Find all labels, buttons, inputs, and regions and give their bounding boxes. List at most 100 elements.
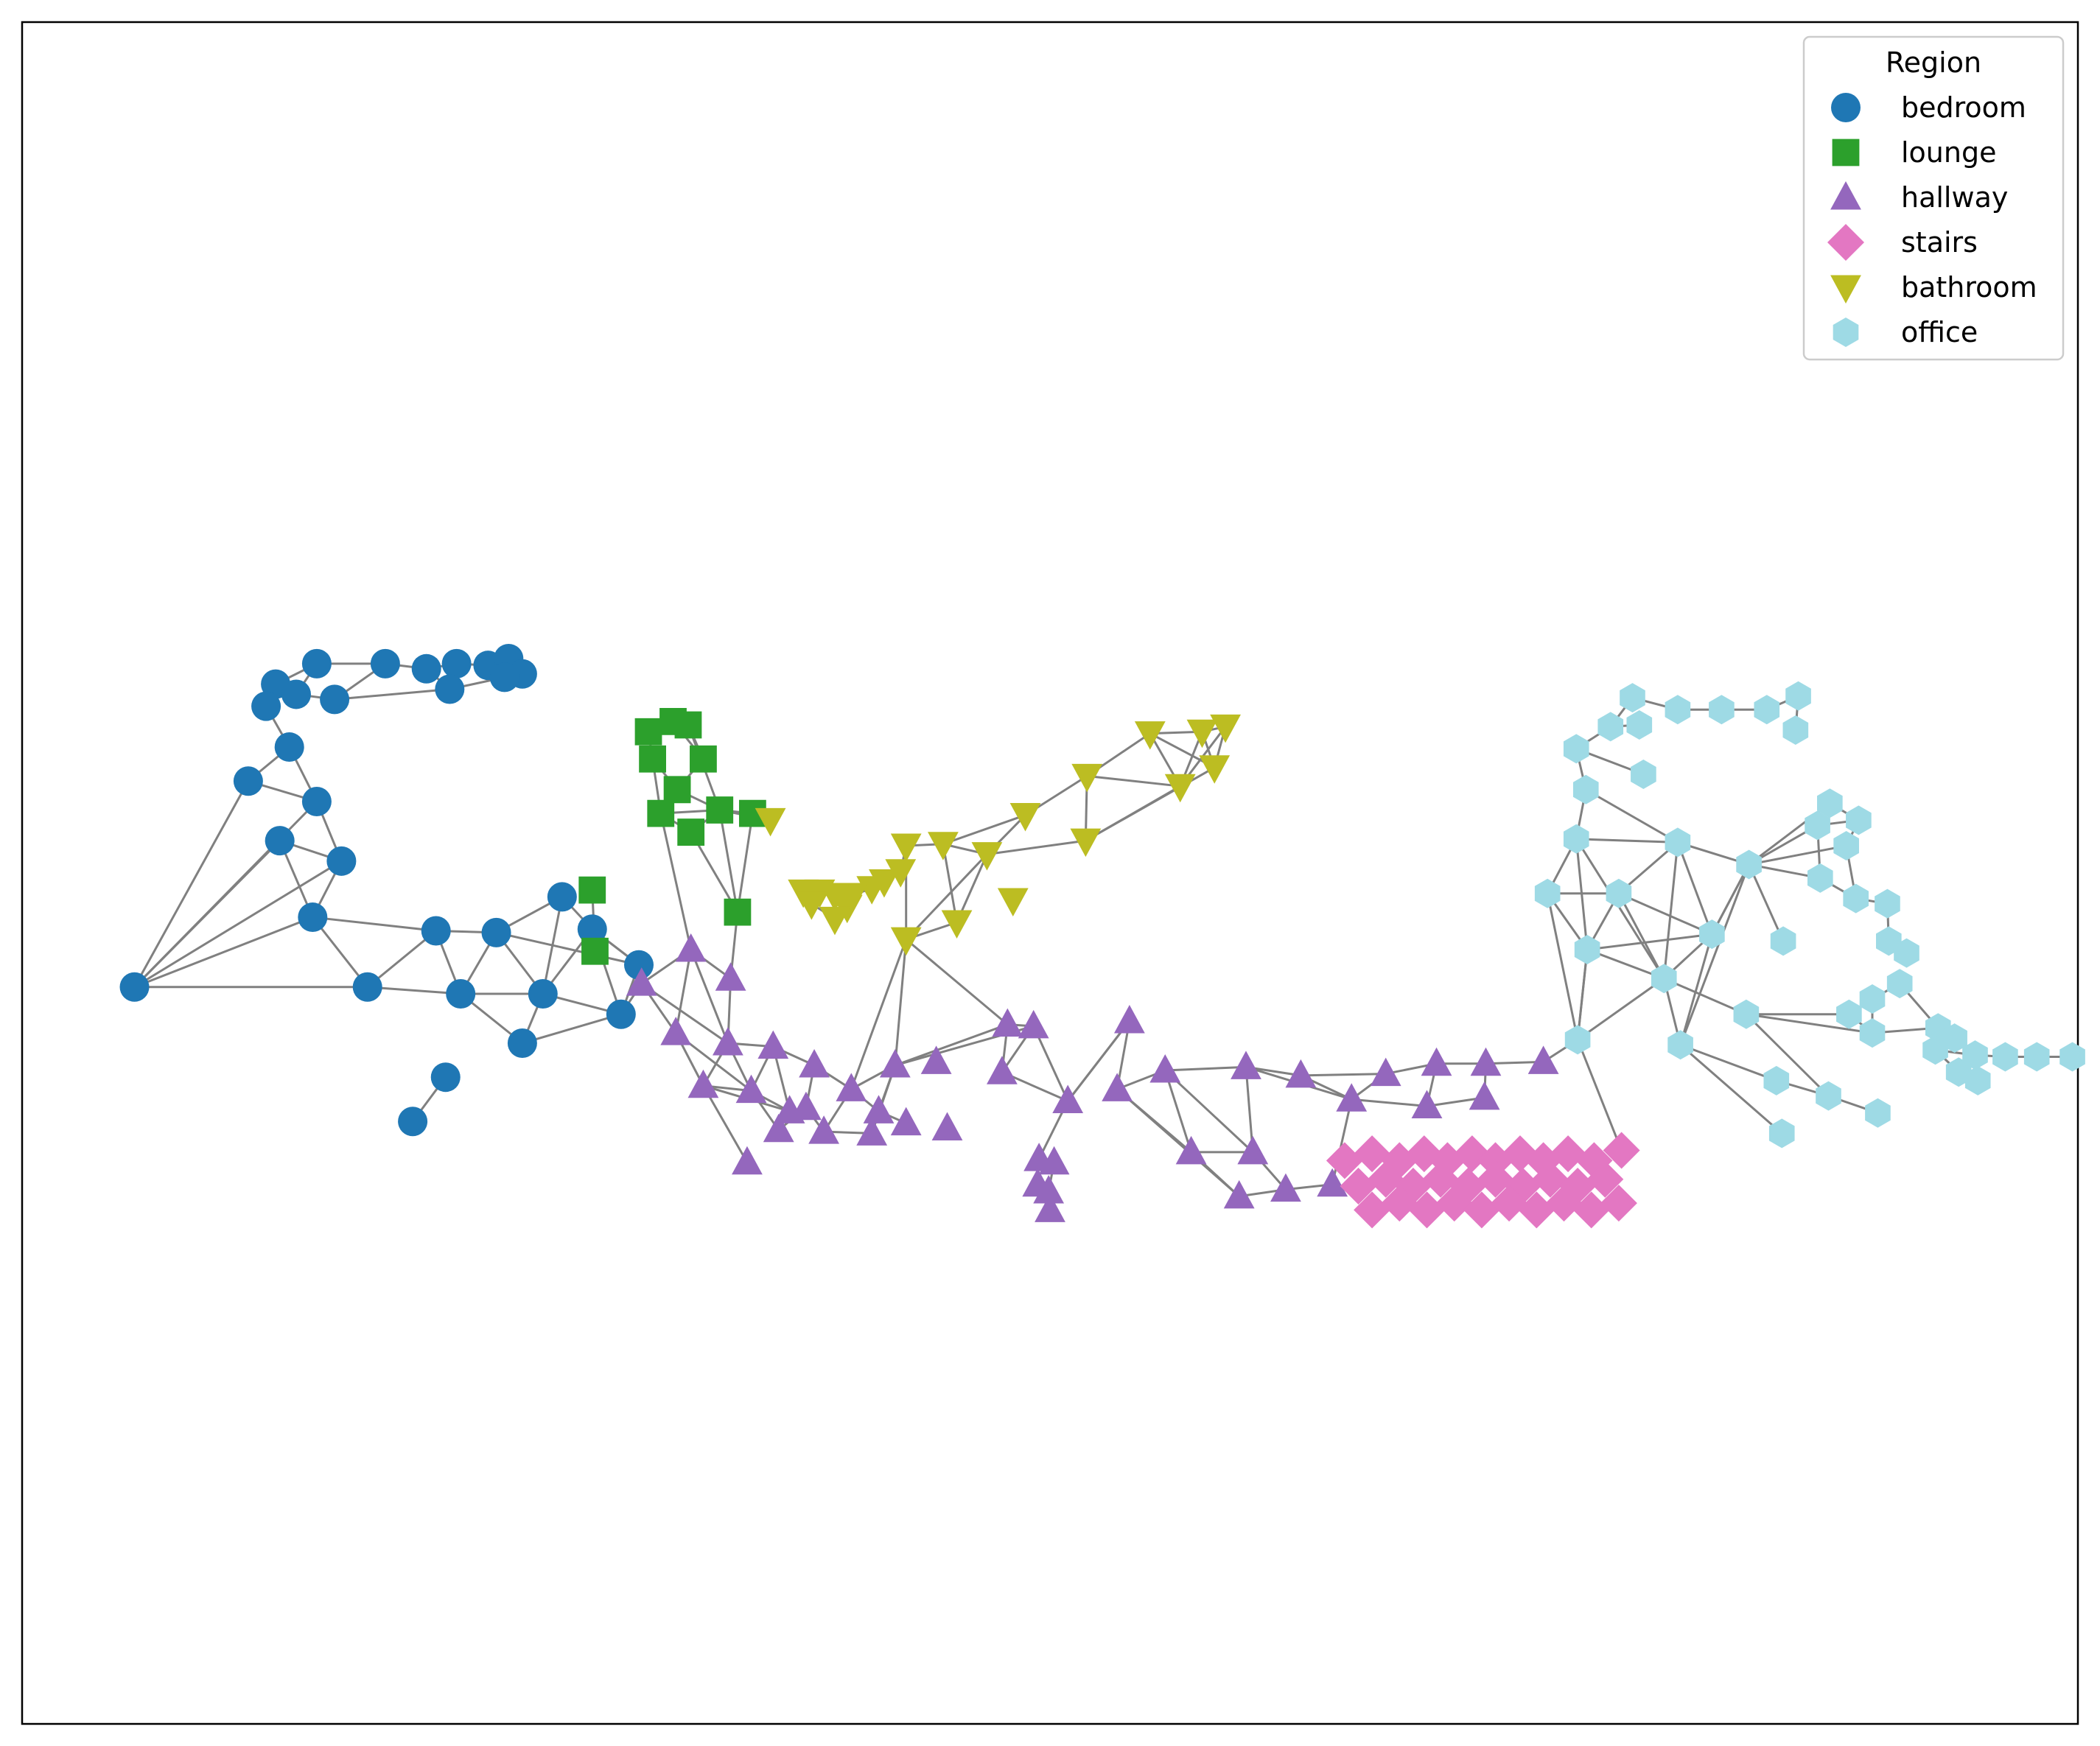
node-bedroom-b16	[301, 786, 332, 816]
node-stairs-s24	[1381, 1185, 1418, 1222]
legend-marker-office	[1833, 318, 1859, 347]
node-stairs-s25	[1408, 1191, 1446, 1229]
node-office-o8	[1782, 715, 1809, 745]
node-stairs-s29	[1518, 1191, 1555, 1229]
node-office-o3	[1709, 695, 1735, 725]
edge-h36-h37	[1427, 1096, 1485, 1107]
node-bedroom-b20	[547, 882, 577, 912]
node-hallway-h37	[1469, 1081, 1500, 1110]
node-office-o6	[1597, 712, 1624, 742]
node-office-o28	[1574, 934, 1600, 964]
edge-o33-o34	[1746, 1013, 1873, 1034]
node-bedroom-b17	[265, 826, 295, 856]
node-lounge-l7	[647, 799, 675, 827]
edge-o24-o38	[1679, 933, 1713, 1045]
node-hallway-h32	[1421, 1047, 1452, 1076]
edge-o11-o13	[1585, 788, 1679, 844]
node-office-o49	[1768, 1118, 1795, 1149]
edge-o13-o29	[1662, 842, 1679, 979]
node-bedroom-b31	[430, 1062, 461, 1093]
node-office-o2	[1665, 695, 1691, 725]
edge-h1-h5	[690, 949, 729, 1044]
node-hallway-h44	[1035, 1193, 1065, 1222]
node-bedroom-b29	[606, 999, 636, 1029]
edge-l9-l12	[736, 813, 754, 913]
edge-h27-h45	[1116, 1088, 1240, 1198]
node-bedroom-b10	[281, 679, 311, 709]
node-hallway-h19	[890, 1107, 922, 1136]
node-lounge-l9	[738, 799, 766, 827]
edge-h28-h29	[1165, 1065, 1247, 1072]
node-lounge-l6	[663, 776, 691, 804]
edge-b26-b27	[367, 986, 461, 995]
node-hallway-h43	[1033, 1174, 1065, 1204]
node-bedroom-b21	[421, 916, 451, 946]
node-office-o36	[1942, 1023, 1967, 1053]
legend-label-hallway: hallway	[1901, 181, 2008, 214]
node-bathroom-t10	[928, 832, 959, 860]
node-office-o48	[1865, 1098, 1891, 1128]
edge-h29-h39	[1245, 1067, 1254, 1152]
node-lounge-l10	[677, 818, 705, 846]
node-bathroom-t3	[1210, 714, 1241, 743]
edge-t10-t24	[942, 844, 958, 923]
node-hallway-h23	[1018, 1009, 1049, 1039]
node-office-o30	[1886, 969, 1913, 999]
node-stairs-s12	[1603, 1132, 1640, 1169]
node-bedroom-b12	[435, 674, 465, 704]
node-bedroom-b15	[233, 766, 263, 796]
node-bathroom-t21	[796, 891, 827, 920]
node-office-o33	[1733, 999, 1760, 1029]
node-office-o19	[1807, 863, 1833, 893]
node-bedroom-b18	[326, 846, 357, 876]
edge-t25-h11	[894, 939, 908, 1066]
node-hallway-h25	[987, 1056, 1018, 1084]
node-lounge-l13	[581, 937, 609, 965]
node-office-o38	[1667, 1030, 1693, 1060]
edge-s12-o37	[1576, 1039, 1623, 1151]
node-stairs-s32	[1600, 1185, 1637, 1222]
node-bedroom-b3	[411, 653, 441, 684]
node-bathroom-t13	[885, 859, 917, 888]
node-hallway-h26	[1052, 1084, 1084, 1114]
edge-h35-h47	[1331, 1098, 1353, 1185]
edge-t5-t6	[1087, 774, 1180, 788]
node-lounge-l4	[639, 745, 666, 773]
edge-o14-o18	[1749, 844, 1847, 866]
node-office-o21	[1875, 888, 1900, 919]
node-bathroom-t7	[1009, 802, 1041, 832]
edge-b25-b15	[133, 780, 250, 988]
edge-o47-o33	[1745, 1013, 1830, 1097]
node-office-o32	[1836, 999, 1862, 1029]
node-hallway-h8	[687, 1069, 719, 1098]
plot-frame	[21, 21, 2079, 1725]
edge-b19-b26	[312, 916, 368, 988]
node-bedroom-b19	[298, 902, 328, 933]
node-office-o18	[1833, 831, 1859, 861]
node-office-o25	[1770, 926, 1796, 956]
legend-label-bathroom: bathroom	[1901, 271, 2037, 304]
node-hallway-h45	[1223, 1179, 1255, 1209]
node-bathroom-t9	[755, 807, 786, 837]
node-hallway-h46	[1270, 1173, 1301, 1202]
node-layer	[119, 643, 2085, 1229]
node-hallway-h35	[1336, 1083, 1368, 1112]
edge-t4-t8	[1085, 766, 1215, 842]
legend-marker-bedroom	[1831, 93, 1861, 122]
node-bathroom-t24	[941, 910, 973, 939]
edge-t7-t10	[942, 814, 1026, 846]
edge-b12-b11	[334, 688, 450, 701]
edge-b30-b29	[522, 1013, 622, 1045]
node-office-o11	[1572, 774, 1599, 804]
legend-marker-lounge	[1832, 139, 1860, 166]
legend-label-stairs: stairs	[1901, 226, 1978, 259]
edge-o12-o13	[1576, 838, 1678, 844]
edge-h30-h31	[1301, 1073, 1386, 1077]
node-lounge-l12	[724, 898, 752, 926]
node-office-o31	[1859, 984, 1886, 1014]
edge-h1-l7	[659, 813, 693, 950]
edge-b25-b19	[133, 916, 313, 989]
edge-o28-o37	[1576, 949, 1589, 1040]
legend-label-lounge: lounge	[1901, 136, 1996, 169]
node-hallway-h38	[1175, 1135, 1207, 1165]
